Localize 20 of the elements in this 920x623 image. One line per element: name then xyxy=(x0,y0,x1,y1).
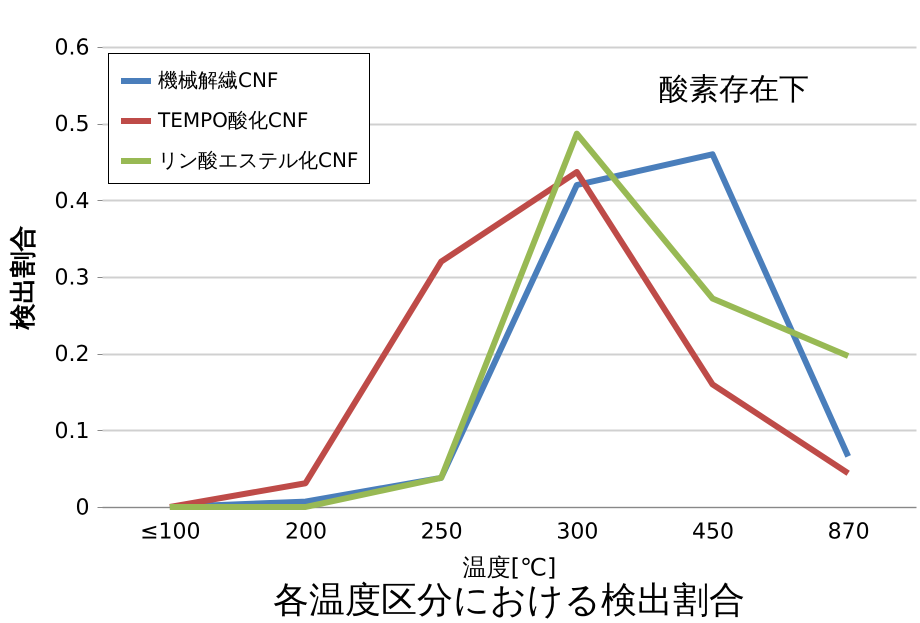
y-tick-label: 0.2 xyxy=(54,342,90,368)
x-tick-label: 300 xyxy=(556,520,598,544)
text: 各温度区分における検出割合 xyxy=(273,580,745,621)
y-tick-label: 0.3 xyxy=(54,266,90,290)
y-tick-label: 0.5 xyxy=(54,112,90,138)
legend-label: 機械解繊CNF xyxy=(158,68,278,92)
x-tick-label: 870 xyxy=(828,520,870,544)
x-axis-title: 温度[℃] xyxy=(462,554,556,582)
y-axis-title: 検出割合 xyxy=(8,226,39,330)
y-tick-label: 0.1 xyxy=(54,418,90,444)
y-tick-label: 0 xyxy=(76,496,90,520)
x-tick-label: 250 xyxy=(420,520,463,544)
x-tick-label: 200 xyxy=(285,520,327,544)
legend-label: リン酸エステル化CNF xyxy=(158,148,358,172)
y-tick-label: 0.4 xyxy=(54,188,90,214)
y-tick-label: 0.6 xyxy=(54,36,90,60)
x-tick-label: ≤100 xyxy=(140,520,201,544)
x-tick-label: 450 xyxy=(692,520,734,544)
legend-label: TEMPO酸化CNF xyxy=(157,108,308,132)
annotation: 酸素存在下 xyxy=(659,72,809,107)
